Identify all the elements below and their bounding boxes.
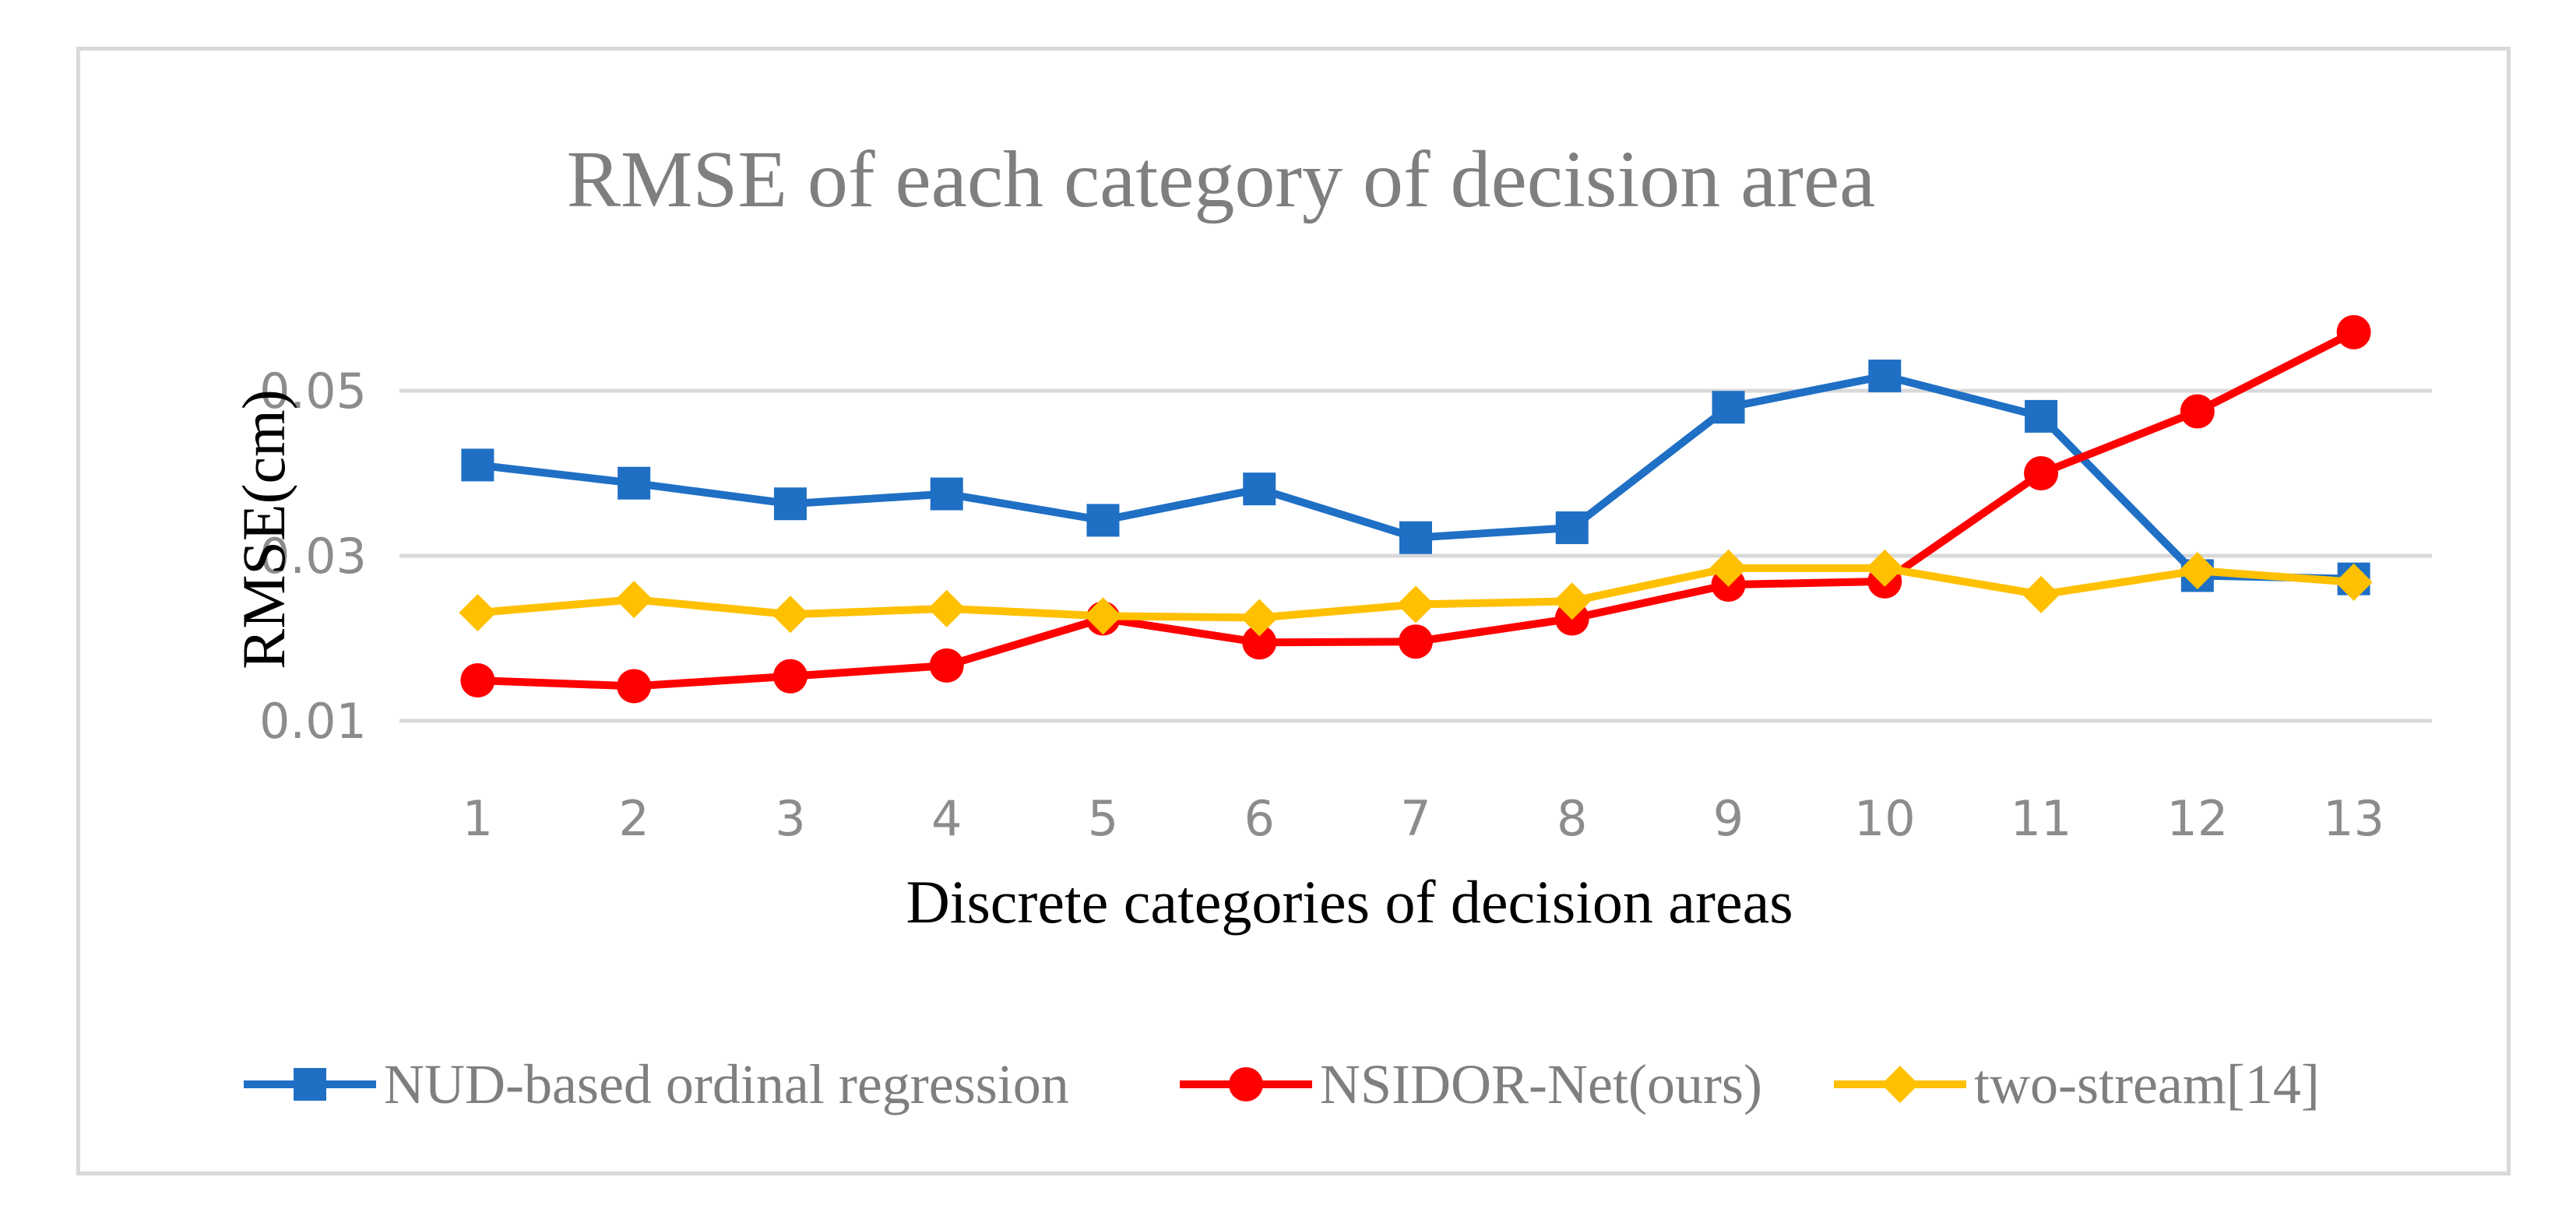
y-tick-label: 0.01: [259, 693, 367, 750]
series-2: [460, 314, 2371, 704]
data-point-circle: [617, 669, 652, 704]
data-point-diamond: [1709, 549, 1747, 587]
data-point-diamond: [2022, 575, 2060, 613]
data-point-diamond: [1553, 582, 1591, 620]
data-point-square: [2025, 399, 2058, 433]
data-point-square: [1243, 473, 1276, 506]
data-point-square: [1555, 511, 1589, 544]
series-3: [459, 549, 2373, 637]
legend-marker-circle: [1229, 1067, 1263, 1101]
data-point-square: [1712, 391, 1745, 424]
data-point-diamond: [2335, 563, 2373, 601]
line-chart: RMSE of each category of decision area 0…: [230, 135, 2432, 1115]
series-layer: [459, 314, 2373, 704]
x-tick-label: 11: [2011, 790, 2072, 847]
y-axis-ticks: 0.01 0.03 0.05: [259, 363, 367, 750]
gridlines: [399, 388, 2432, 723]
x-axis-title: Discrete categories of decision areas: [906, 868, 1793, 936]
chart-title: RMSE of each category of decision area: [567, 135, 1876, 224]
data-point-square: [618, 466, 651, 500]
x-tick-label: 2: [618, 790, 649, 847]
data-point-circle: [929, 648, 964, 683]
data-point-circle: [1242, 625, 1277, 660]
data-point-diamond: [2178, 552, 2216, 590]
data-point-circle: [2336, 314, 2371, 350]
data-point-circle: [2024, 456, 2059, 490]
data-point-diamond: [1397, 585, 1434, 624]
legend-entry: NUD-based ordinal regression: [244, 1053, 1069, 1115]
data-point-circle: [1399, 624, 1433, 659]
data-point-square: [461, 448, 494, 482]
legend-entry: NSIDOR-Net(ours): [1180, 1053, 1762, 1115]
data-point-diamond: [1866, 549, 1904, 587]
x-tick-label: 1: [463, 790, 493, 847]
data-point-diamond: [1084, 597, 1122, 635]
x-tick-label: 9: [1713, 790, 1744, 847]
data-point-diamond: [927, 589, 966, 627]
x-tick-label: 10: [1854, 790, 1916, 847]
y-tick-label: 0.05: [259, 363, 367, 420]
data-point-square: [1086, 504, 1120, 537]
series-1: [461, 359, 2370, 595]
x-tick-label: 3: [775, 790, 805, 847]
data-point-square: [930, 477, 963, 511]
data-point-diamond: [459, 594, 497, 632]
x-tick-label: 13: [2323, 790, 2384, 847]
data-point-square: [773, 487, 807, 521]
x-axis-ticks: 1 2 3 4 5 6 7 8 9 10 11 12 13: [463, 790, 2384, 847]
y-tick-label: 0.03: [259, 528, 367, 585]
x-tick-label: 12: [2166, 790, 2228, 847]
x-tick-label: 7: [1400, 790, 1431, 847]
x-tick-label: 4: [931, 790, 962, 847]
data-point-diamond: [771, 595, 809, 634]
x-tick-label: 8: [1557, 790, 1587, 847]
legend-label: two-stream[14]: [1974, 1053, 2320, 1115]
data-point-square: [1399, 521, 1432, 554]
chart-frame: RMSE of each category of decision area 0…: [76, 47, 2511, 1175]
legend-entry: two-stream[14]: [1834, 1053, 2320, 1115]
legend: NUD-based ordinal regression NSIDOR-Net(o…: [244, 1053, 2320, 1115]
legend-marker-diamond: [1881, 1066, 1919, 1103]
y-axis-title: RMSE(cm): [230, 389, 297, 669]
data-point-diamond: [1240, 599, 1279, 637]
data-point-circle: [772, 659, 808, 694]
x-tick-label: 5: [1088, 790, 1118, 847]
x-tick-label: 6: [1244, 790, 1275, 847]
legend-label: NUD-based ordinal regression: [384, 1053, 1069, 1115]
legend-marker-square: [294, 1068, 326, 1101]
legend-label: NSIDOR-Net(ours): [1320, 1053, 1762, 1115]
data-point-square: [1868, 359, 1902, 392]
data-point-diamond: [615, 581, 653, 619]
data-point-circle: [460, 663, 495, 698]
data-point-circle: [2180, 394, 2215, 429]
